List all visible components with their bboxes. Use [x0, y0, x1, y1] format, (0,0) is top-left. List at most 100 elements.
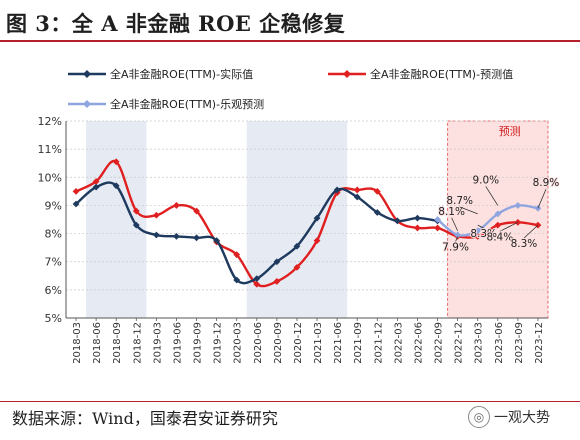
- series-point-1: [434, 224, 441, 232]
- annotation-leader: [523, 224, 539, 239]
- x-tick-label: 2023-12: [534, 322, 545, 364]
- source-note: 数据来源：Wind，国泰君安证券研究: [12, 409, 278, 428]
- series-point-0: [273, 258, 281, 266]
- series-point-0: [313, 214, 321, 222]
- legend-label-actual: 全A非金融ROE(TTM)-实际值: [110, 68, 254, 81]
- forecast-region-label: 预测: [499, 125, 521, 138]
- x-tick-label: 2023-06: [494, 322, 505, 364]
- annotation-leader: [451, 217, 458, 231]
- annotation-label: 7.9%: [442, 241, 469, 253]
- y-tick-label: 12%: [38, 115, 62, 128]
- series-point-0: [92, 183, 100, 191]
- series-point-0: [72, 200, 80, 208]
- annotation-leader: [499, 221, 519, 232]
- annotation-label: 9.0%: [472, 174, 499, 186]
- x-tick-label: 2020-09: [273, 322, 284, 364]
- x-tick-label: 2020-12: [293, 322, 304, 364]
- series-point-0: [333, 186, 341, 194]
- series-point-0: [373, 209, 381, 216]
- series-point-0: [112, 182, 120, 190]
- x-tick-label: 2019-09: [193, 322, 204, 364]
- series-point-1: [313, 237, 321, 245]
- annotation-label: 8.1%: [438, 206, 465, 218]
- x-tick-label: 2018-03: [72, 322, 83, 364]
- series-point-1: [353, 186, 361, 194]
- x-tick-label: 2021-06: [333, 322, 344, 364]
- series-point-0: [353, 193, 361, 201]
- shaded-region-2: [447, 120, 549, 319]
- x-tick-label: 2021-12: [373, 322, 384, 364]
- x-tick-label: 2019-12: [213, 322, 224, 364]
- series-point-0: [393, 217, 401, 225]
- series-point-2: [434, 216, 441, 223]
- series-point-2: [454, 231, 462, 239]
- series-point-0: [293, 242, 301, 250]
- series-point-0: [173, 232, 180, 240]
- legend-swatch-actual: [68, 70, 106, 78]
- footer-rule: [0, 401, 580, 402]
- legend-item-actual: 全A非金融ROE(TTM)-实际值: [68, 66, 253, 82]
- series-point-2: [494, 210, 502, 218]
- y-tick-label: 6%: [45, 284, 62, 297]
- series-point-1: [474, 232, 482, 240]
- series-point-1: [293, 263, 301, 271]
- annotation-leader: [459, 206, 478, 215]
- y-tick-label: 5%: [45, 312, 62, 325]
- legend-item-optimistic: 全A非金融ROE(TTM)-乐观预测: [68, 96, 264, 112]
- annotation-label: 8.4%: [487, 231, 514, 243]
- series-point-1: [273, 278, 281, 285]
- x-tick-label: 2020-03: [233, 322, 244, 364]
- series-point-0: [152, 231, 160, 239]
- watermark-text: 一观大势: [494, 410, 550, 426]
- shaded-region-0: [86, 121, 147, 318]
- y-tick-label: 11%: [38, 143, 62, 156]
- legend-item-forecast: 全A非金融ROE(TTM)-预测值: [328, 66, 513, 82]
- annotation-leader: [477, 224, 484, 229]
- x-tick-label: 2022-06: [413, 322, 424, 364]
- x-tick-label: 2018-12: [132, 322, 143, 364]
- page-title: 图 3：全 A 非金融 ROE 企稳修复: [6, 11, 346, 36]
- x-tick-label: 2019-06: [172, 322, 183, 364]
- annotation-leader: [455, 236, 458, 242]
- annotation-label: 8.3%: [511, 238, 538, 250]
- y-tick-label: 7%: [45, 256, 62, 269]
- legend-label-forecast: 全A非金融ROE(TTM)-预测值: [370, 68, 514, 81]
- annotation-label: 8.7%: [446, 195, 473, 207]
- x-tick-label: 2022-09: [434, 322, 445, 364]
- wechat-icon: ◎: [468, 406, 490, 428]
- annotation-leader: [485, 186, 499, 206]
- y-tick-label: 8%: [45, 228, 62, 241]
- watermark: ◎ 一观大势: [468, 406, 550, 428]
- x-tick-label: 2020-06: [253, 322, 264, 364]
- x-tick-label: 2021-09: [353, 322, 364, 364]
- legend-swatch-forecast: [328, 70, 366, 78]
- x-tick-label: 2021-03: [313, 322, 324, 364]
- x-tick-label: 2018-06: [92, 322, 103, 364]
- series-point-1: [253, 280, 261, 288]
- x-tick-label: 2019-03: [152, 322, 163, 364]
- title-rule: [0, 40, 580, 42]
- series-point-2: [514, 202, 522, 209]
- series-point-0: [253, 275, 261, 282]
- x-tick-label: 2023-09: [514, 322, 525, 364]
- series-point-0: [193, 234, 200, 242]
- series-point-1: [233, 251, 241, 259]
- y-tick-label: 10%: [38, 171, 62, 184]
- series-point-1: [494, 221, 502, 229]
- annotation-leader: [537, 189, 547, 209]
- annotation-label: 8.9%: [533, 177, 560, 189]
- x-tick-label: 2022-03: [393, 322, 404, 364]
- series-point-1: [193, 207, 200, 215]
- series-point-1: [92, 178, 100, 185]
- x-tick-label: 2022-12: [454, 322, 465, 364]
- series-point-2: [474, 227, 482, 235]
- annotation-label: 8.3%: [470, 228, 497, 240]
- legend-swatch-optimistic: [68, 100, 106, 108]
- x-tick-label: 2023-03: [474, 322, 485, 364]
- series-point-1: [414, 224, 421, 232]
- series-point-0: [213, 237, 221, 245]
- x-tick-label: 2018-09: [112, 322, 123, 364]
- series-point-1: [112, 158, 120, 166]
- shaded-region-1: [246, 121, 348, 318]
- series-point-0: [132, 221, 140, 229]
